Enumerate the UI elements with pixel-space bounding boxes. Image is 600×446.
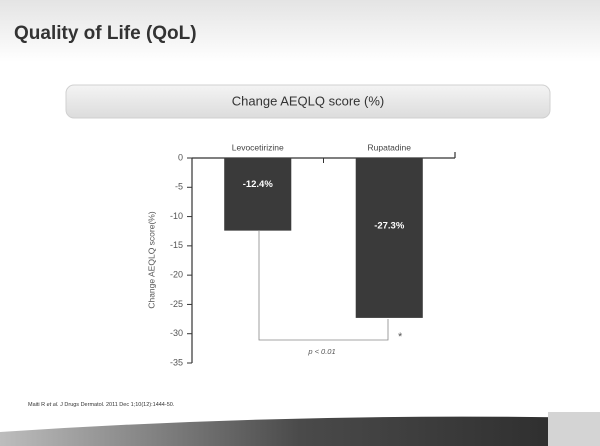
- data-label: -27.3%: [374, 220, 405, 231]
- bar: [355, 158, 423, 318]
- y-tick-label: -20: [170, 270, 183, 280]
- p-value: p < 0.01: [307, 347, 335, 356]
- slide-title: Quality of Life (QoL): [14, 23, 197, 44]
- footer-band: [0, 416, 600, 446]
- footnote-part: J Drugs Dermatol. 2011 Dec 1;10(12):1444…: [59, 402, 175, 408]
- y-tick-label: -30: [170, 328, 183, 338]
- bar: [224, 158, 292, 231]
- category-label: Rupatadine: [368, 142, 412, 152]
- data-label: -12.4%: [243, 179, 274, 190]
- y-tick-label: -15: [170, 240, 183, 250]
- footnote-part: Maiti R: [28, 402, 47, 408]
- y-tick-label: 0: [178, 152, 183, 162]
- footnote-part: et al.: [47, 402, 59, 408]
- title-box: [65, 84, 551, 119]
- significance-bracket: [258, 231, 389, 341]
- y-tick-label: -10: [170, 211, 183, 221]
- y-tick-label: -5: [175, 182, 183, 192]
- chart-title: Change AEQLQ score (%): [232, 93, 384, 108]
- category-label: Levocetirizine: [232, 142, 284, 152]
- header-band: [0, 0, 600, 62]
- significance-star: *: [398, 331, 403, 343]
- y-tick-label: -35: [170, 357, 183, 367]
- footer-box: [548, 412, 600, 446]
- footnote: Maiti R et al. J Drugs Dermatol. 2011 De…: [28, 402, 175, 408]
- y-axis-label: Change AEQLQ score(%): [146, 211, 156, 308]
- y-tick-label: -25: [170, 299, 183, 309]
